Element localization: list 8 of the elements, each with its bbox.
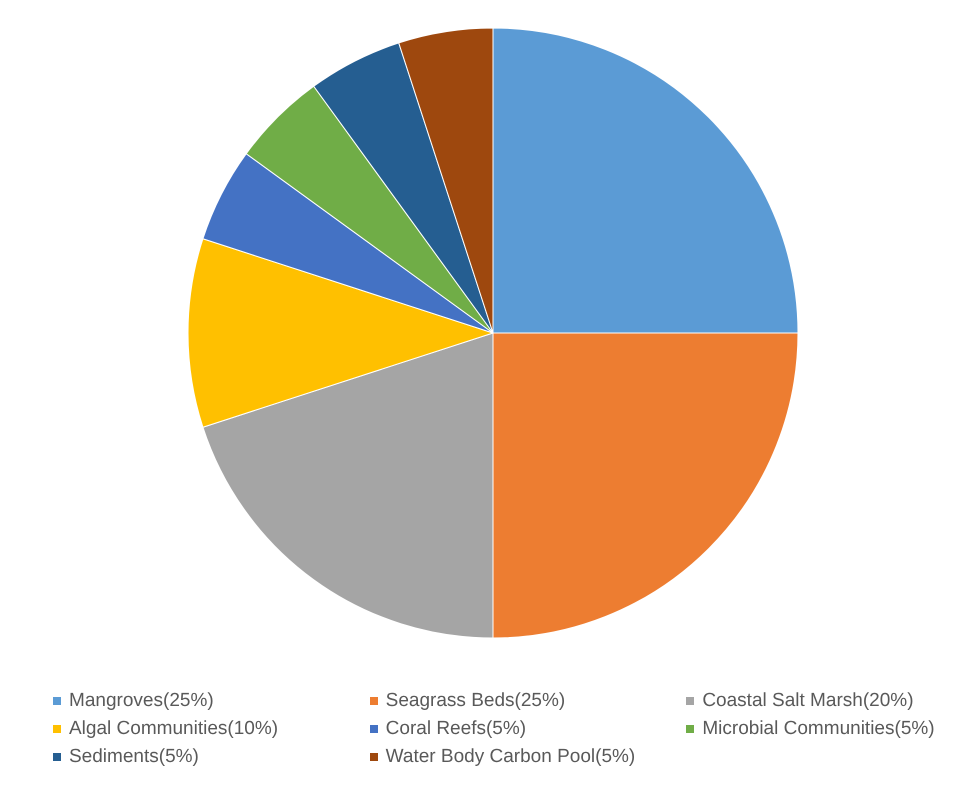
legend-label: Water Body Carbon Pool(5%) bbox=[386, 746, 636, 768]
legend-label: Algal Communities(10%) bbox=[69, 718, 278, 740]
legend-label: Microbial Communities(5%) bbox=[702, 718, 935, 740]
legend-label: Coral Reefs(5%) bbox=[386, 718, 526, 740]
legend-label: Mangroves(25%) bbox=[69, 690, 214, 712]
legend-label: Coastal Salt Marsh(20%) bbox=[702, 690, 914, 712]
legend-label: Sediments(5%) bbox=[69, 746, 199, 768]
legend-label: Seagrass Beds(25%) bbox=[386, 690, 566, 712]
